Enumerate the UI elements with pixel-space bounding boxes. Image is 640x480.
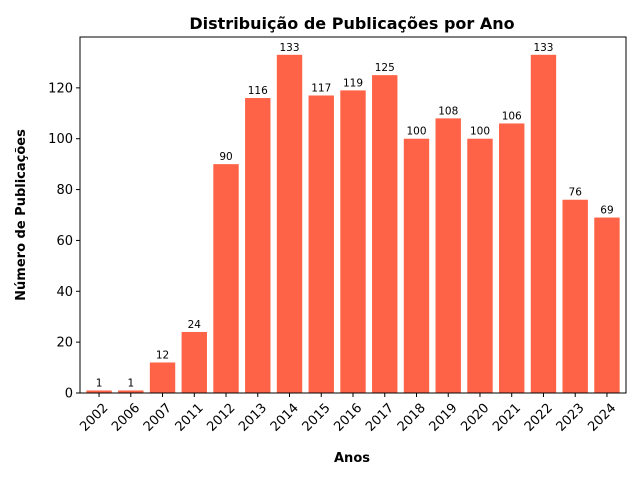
x-axis: 2002200620072011201220132014201520162017… [77,393,619,435]
bar-2011 [181,331,207,393]
bar-2018 [403,138,430,393]
y-tick-label-100: 100 [48,132,73,147]
data-label-2018: 100 [406,126,426,138]
data-label-2015: 117 [311,82,331,94]
bar-2023 [562,199,588,393]
y-axis-label: Número de Publicações [14,129,29,301]
y-tick-label-0: 0 [65,387,73,402]
x-tick-label-2019: 2019 [427,401,461,435]
bar-2015 [308,95,334,393]
bar-2020 [467,138,493,393]
data-label-2014: 133 [279,42,299,54]
data-label-2011: 24 [188,319,202,331]
x-tick-label-2018: 2018 [395,401,429,435]
data-label-2017: 125 [375,62,395,74]
chart-title: Distribuição de Publicações por Ano [189,14,514,33]
y-tick-label-80: 80 [56,183,73,198]
data-label-2002: 1 [96,377,103,389]
y-axis: 0 20 40 60 80 100 120 [48,81,80,402]
x-tick-label-2015: 2015 [300,401,334,435]
data-label-2019: 108 [438,105,458,117]
x-tick-label-2016: 2016 [331,401,365,435]
data-labels-group: 1 1 12 24 90 116 133 117 119 125 100 108 100 106 133 76… [96,42,614,390]
data-label-2024: 69 [600,205,613,217]
x-tick-label-2006: 2006 [109,401,143,435]
bar-2016 [340,90,366,394]
x-tick-label-2021: 2021 [490,401,524,435]
bar-2017 [372,75,398,394]
x-tick-label-2013: 2013 [236,401,270,435]
x-tick-label-2023: 2023 [554,401,588,435]
y-tick-label-20: 20 [56,336,73,351]
data-label-2007: 12 [156,349,169,361]
bar-2024 [594,217,620,393]
y-tick-label-40: 40 [56,285,73,300]
data-label-2023: 76 [569,187,583,199]
data-label-2013: 116 [248,85,268,97]
data-label-2012: 90 [219,151,232,163]
bar-2002 [86,390,112,393]
bar-2012 [213,164,239,393]
bar-2014 [276,54,303,394]
bar-2006 [118,390,144,393]
data-label-2016: 119 [343,77,363,89]
bar-2013 [245,98,271,394]
x-tick-label-2011: 2011 [173,401,207,435]
data-label-2006: 1 [127,377,134,389]
bars-group [86,54,620,394]
x-tick-label-2022: 2022 [522,401,556,435]
bar-2021 [499,123,525,393]
data-label-2020: 100 [470,126,490,138]
y-tick-label-120: 120 [48,81,73,96]
x-tick-label-2014: 2014 [268,401,302,435]
x-tick-label-2012: 2012 [204,401,238,435]
x-tick-label-2002: 2002 [77,401,111,435]
x-tick-label-2007: 2007 [141,401,175,435]
data-label-2022: 133 [533,42,553,54]
bar-2019 [435,118,461,393]
x-tick-label-2024: 2024 [585,401,619,435]
plot-frame [79,36,627,394]
y-tick-label-60: 60 [56,234,73,249]
bar-2022 [530,54,557,394]
bar-2007 [149,362,176,393]
x-tick-label-2017: 2017 [363,401,397,435]
data-label-2021: 106 [502,110,522,122]
x-tick-label-2020: 2020 [458,401,492,435]
x-axis-label: Anos [334,451,370,466]
